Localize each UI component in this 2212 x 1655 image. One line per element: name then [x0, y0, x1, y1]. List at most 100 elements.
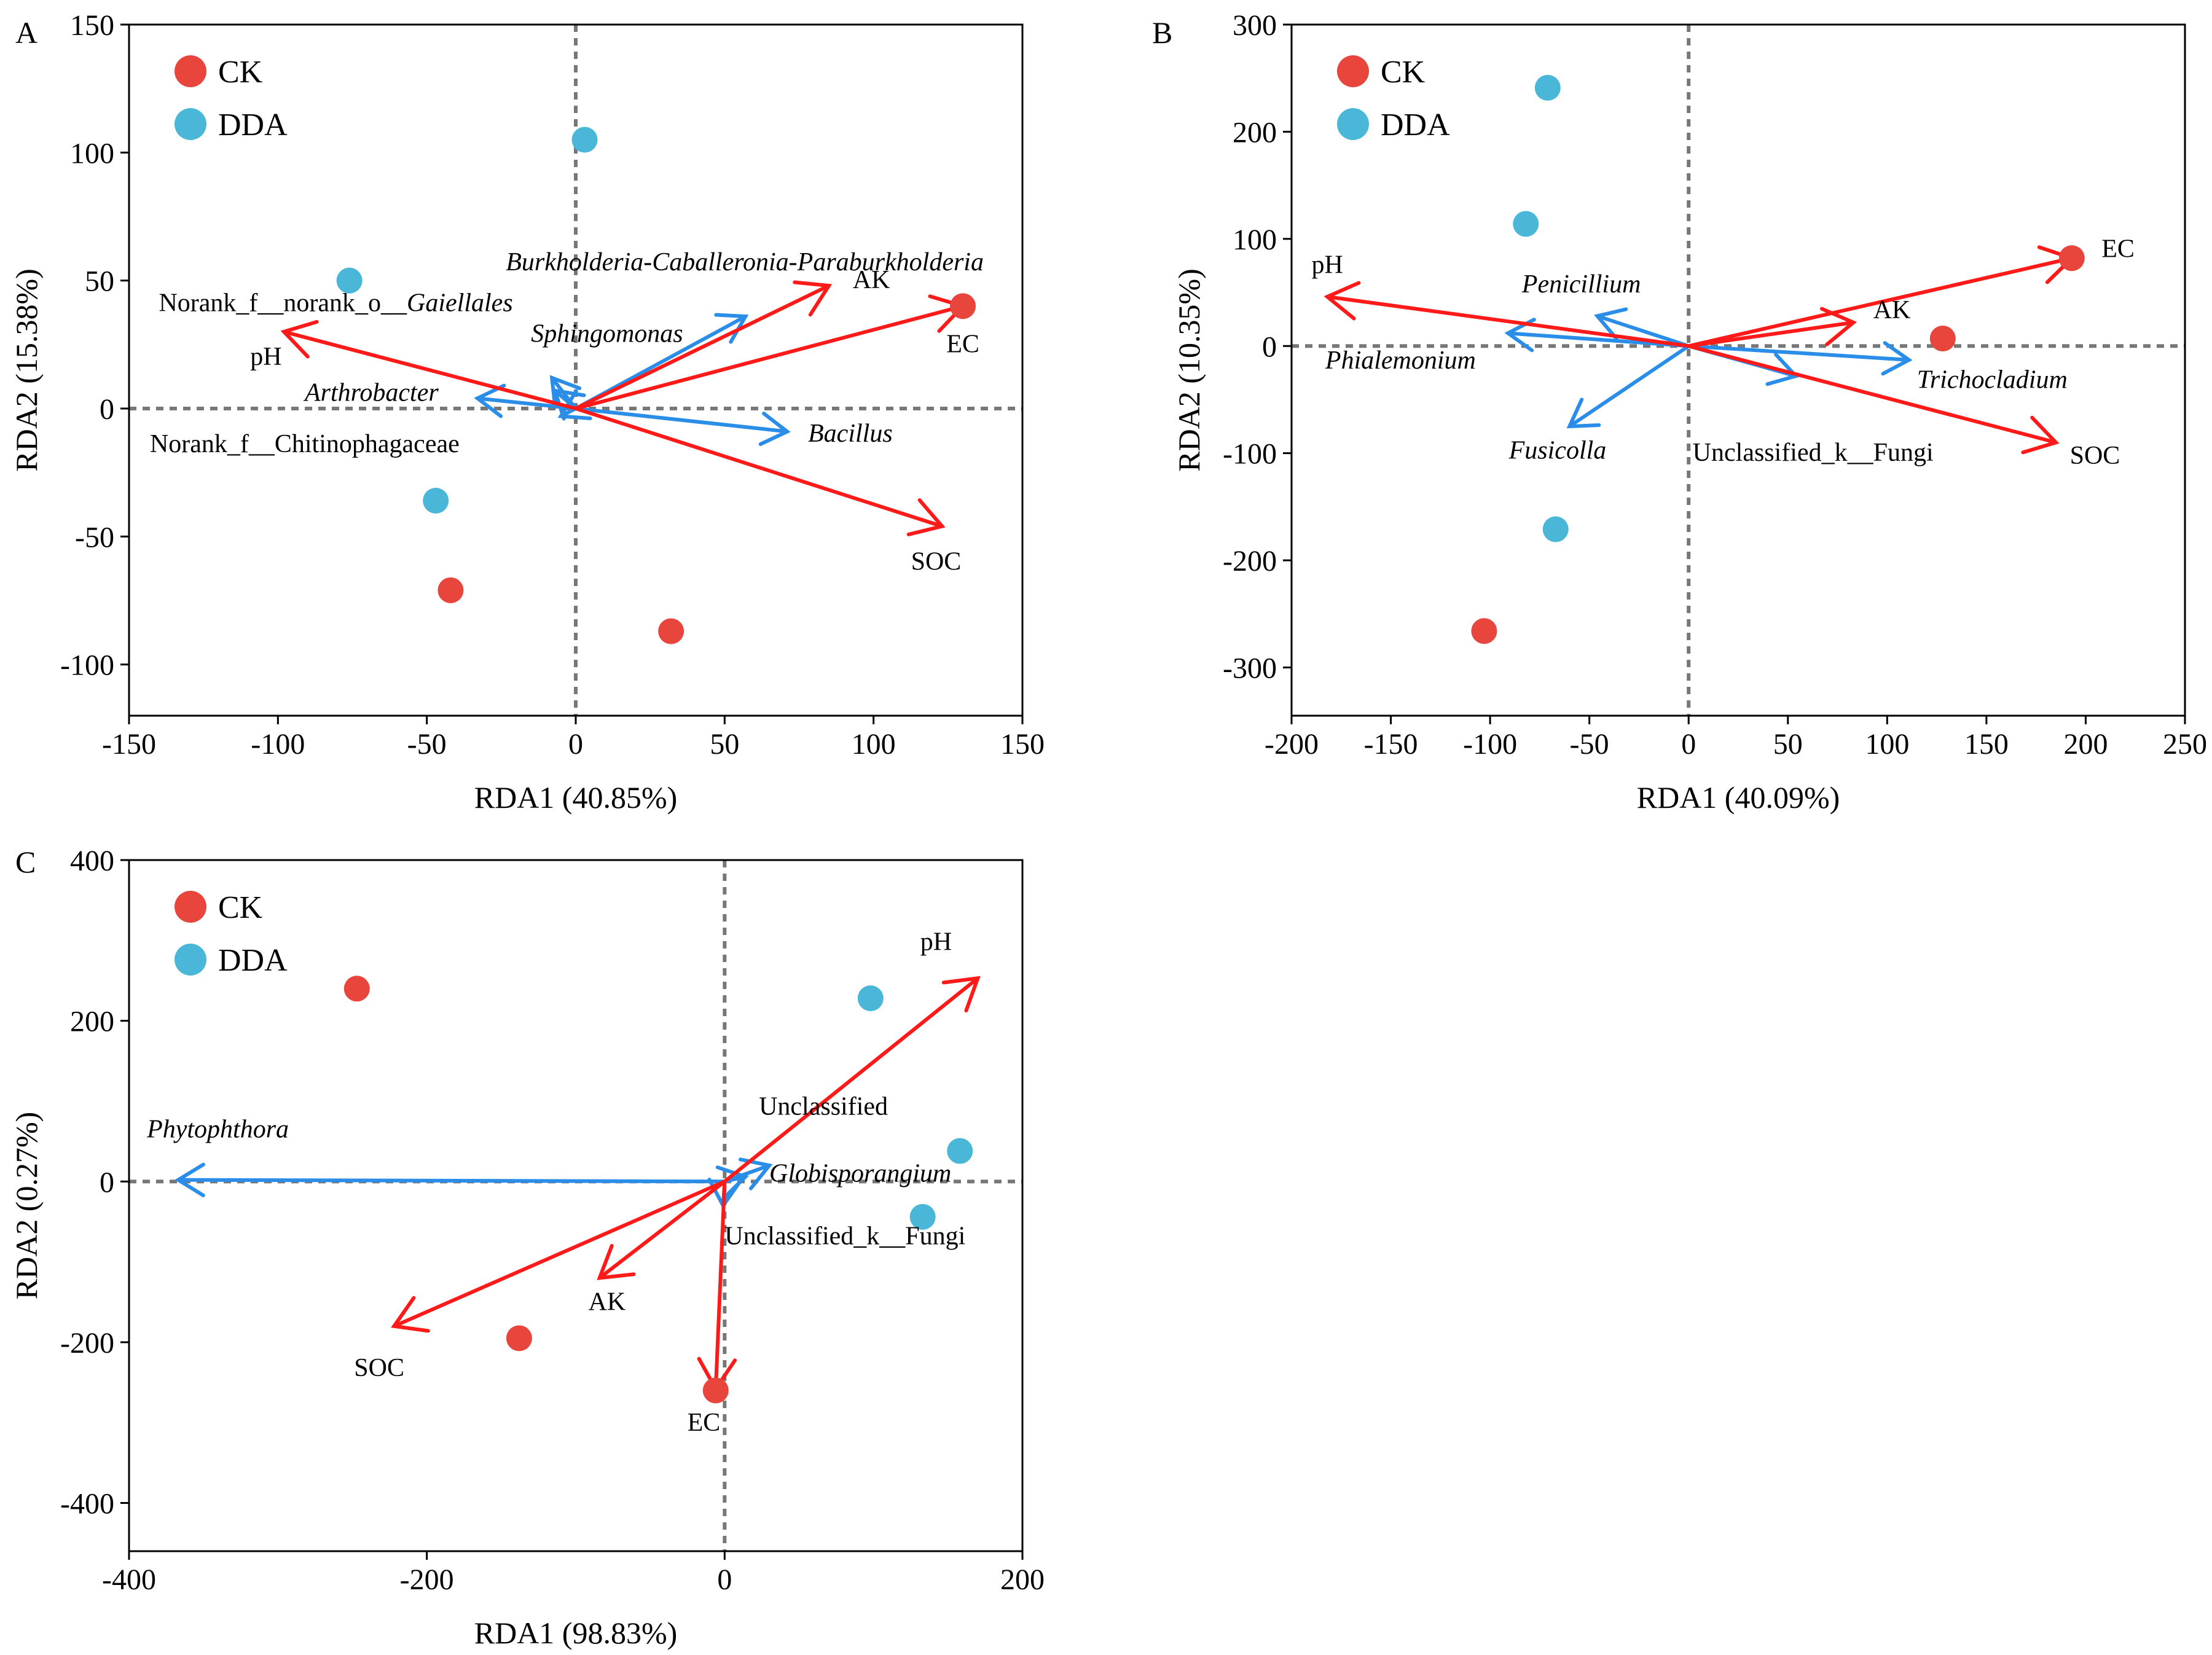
- point-dda: [857, 985, 884, 1011]
- panel-letter: B: [1152, 15, 1172, 50]
- env-arrow: [723, 976, 981, 1184]
- y-tick-label: 300: [1233, 9, 1277, 42]
- x-tick-label: 0: [1681, 728, 1696, 761]
- taxa-arrow: [1566, 344, 1691, 429]
- env-arrow: [1324, 281, 1691, 348]
- taxa-arrow-label: Sphingomonas: [531, 320, 683, 348]
- taxa-arrow-label: Arthrobacter: [303, 379, 439, 407]
- x-tick-label: 150: [1000, 728, 1045, 761]
- env-arrow-label: AK: [589, 1288, 626, 1317]
- taxa-arrow-label: Unclassified_k__Fungi: [724, 1222, 965, 1250]
- x-tick-label: 100: [1865, 728, 1909, 761]
- point-ck: [1471, 618, 1497, 644]
- legend-label-ck: CK: [218, 890, 263, 925]
- x-tick-label: 200: [2063, 728, 2108, 761]
- env-arrow-label: pH: [250, 343, 281, 371]
- x-tick-label: 50: [1773, 728, 1803, 761]
- taxa-arrow: [474, 383, 578, 418]
- legend-marker-ck: [175, 55, 206, 87]
- x-tick-label: 50: [710, 728, 739, 761]
- y-tick-label: -50: [75, 521, 114, 554]
- env-arrow: [391, 1180, 727, 1333]
- legend-marker-ck: [1337, 55, 1369, 87]
- legend-marker-dda: [175, 108, 206, 140]
- y-tick-label: -200: [1223, 545, 1277, 577]
- env-arrow: [574, 407, 946, 536]
- panel-C: C -400 -200 0 200 -400 -200 0 200 400 RDA1 (98.83%…: [9, 845, 1045, 1650]
- taxa-arrow-label: Bacillus: [808, 420, 893, 448]
- point-dda: [1542, 516, 1569, 542]
- point-ck: [658, 618, 684, 644]
- env-arrow-label: EC: [688, 1409, 721, 1437]
- x-tick-label: 250: [2163, 728, 2207, 761]
- taxa-arrow-label: Globisporangium: [769, 1159, 951, 1187]
- y-tick-label: -300: [1223, 652, 1277, 685]
- x-tick-label: -100: [1463, 728, 1517, 761]
- x-axis-title: RDA1 (40.85%): [474, 780, 678, 815]
- x-tick-label: -100: [251, 728, 305, 761]
- legend: CK DDA: [1337, 55, 1450, 143]
- panel-B: B -200 -150 -100 -50 0 50 100 150 200 250 -300 -200 -…: [1152, 9, 2207, 815]
- taxa-arrow-label: Trichocladium: [1917, 366, 2068, 394]
- y-tick-label: 50: [85, 265, 114, 298]
- point-ck: [437, 577, 464, 603]
- x-tick-label: -50: [1570, 728, 1609, 761]
- y-axis-title: RDA2 (10.35%): [1172, 268, 1206, 472]
- point-dda: [423, 488, 449, 514]
- x-tick-label: 0: [568, 728, 583, 761]
- x-tick-label: -150: [102, 728, 156, 761]
- legend-label-ck: CK: [218, 55, 263, 90]
- x-tick-label: -50: [407, 728, 447, 761]
- x-tick-label: -200: [400, 1563, 454, 1596]
- env-arrow-label: EC: [2101, 235, 2135, 263]
- taxa-arrow: [1687, 341, 1913, 376]
- panel-letter: C: [15, 845, 36, 879]
- legend: CK DDA: [175, 890, 288, 978]
- y-tick-label: 200: [1233, 116, 1277, 149]
- taxa-arrow-label: Phialemonium: [1325, 346, 1476, 375]
- taxa-arrow: [1594, 307, 1691, 348]
- taxa-arrow-label: Unclassified_k__Fungi: [1693, 439, 1934, 467]
- env-arrow-label: pH: [920, 928, 952, 957]
- taxa-arrow-label: Phytophthora: [146, 1115, 289, 1143]
- y-axis-title: RDA2 (0.27%): [9, 1112, 44, 1300]
- taxa-arrow: [175, 1162, 727, 1197]
- y-tick-label: 100: [70, 137, 114, 170]
- y-tick-label: 0: [100, 1166, 114, 1199]
- plot-frame: [1290, 23, 2186, 717]
- y-tick-label: 200: [70, 1006, 114, 1038]
- taxa-arrow-label: Fusicolla: [1508, 436, 1607, 464]
- y-tick-label: -100: [1223, 438, 1277, 471]
- taxa-arrow-label: Unclassified: [759, 1093, 888, 1121]
- point-dda: [1534, 74, 1561, 101]
- env-arrow: [574, 280, 833, 410]
- legend-marker-dda: [175, 944, 206, 976]
- y-tick-label: 150: [70, 9, 114, 42]
- point-dda: [947, 1138, 973, 1164]
- point-ck: [702, 1377, 729, 1404]
- x-tick-label: 0: [717, 1563, 732, 1596]
- taxa-arrow-label: Norank_f__Chitinophagaceae: [150, 430, 460, 458]
- x-axis-title: RDA1 (98.83%): [474, 1616, 678, 1650]
- y-tick-label: -400: [60, 1488, 114, 1520]
- taxa-arrow-label: Penicillium: [1521, 270, 1641, 299]
- point-ck: [950, 293, 976, 319]
- point-ck: [2058, 245, 2085, 272]
- env-arrow-label: SOC: [911, 548, 962, 576]
- legend-label-ck: CK: [1381, 55, 1426, 90]
- point-dda: [1513, 211, 1539, 237]
- point-ck: [506, 1325, 532, 1352]
- env-arrow-label: SOC: [2070, 442, 2120, 470]
- env-arrow: [1687, 344, 2060, 455]
- panel-letter: A: [15, 15, 37, 50]
- y-tick-label: 400: [70, 845, 114, 877]
- y-tick-label: 0: [100, 393, 114, 426]
- taxa-arrow-label: Norank_f__norank_o__Gaiellales: [159, 289, 512, 318]
- x-tick-label: -200: [1265, 728, 1319, 761]
- point-dda: [336, 267, 363, 294]
- env-arrow-label: AK: [1873, 296, 1911, 324]
- y-tick-label: -200: [60, 1327, 114, 1360]
- panel-A: A -150 -100 -50 0 50 100 150 -100 -50 0 50 100 150 RDA…: [9, 9, 1045, 815]
- plot-frame: [128, 859, 1024, 1552]
